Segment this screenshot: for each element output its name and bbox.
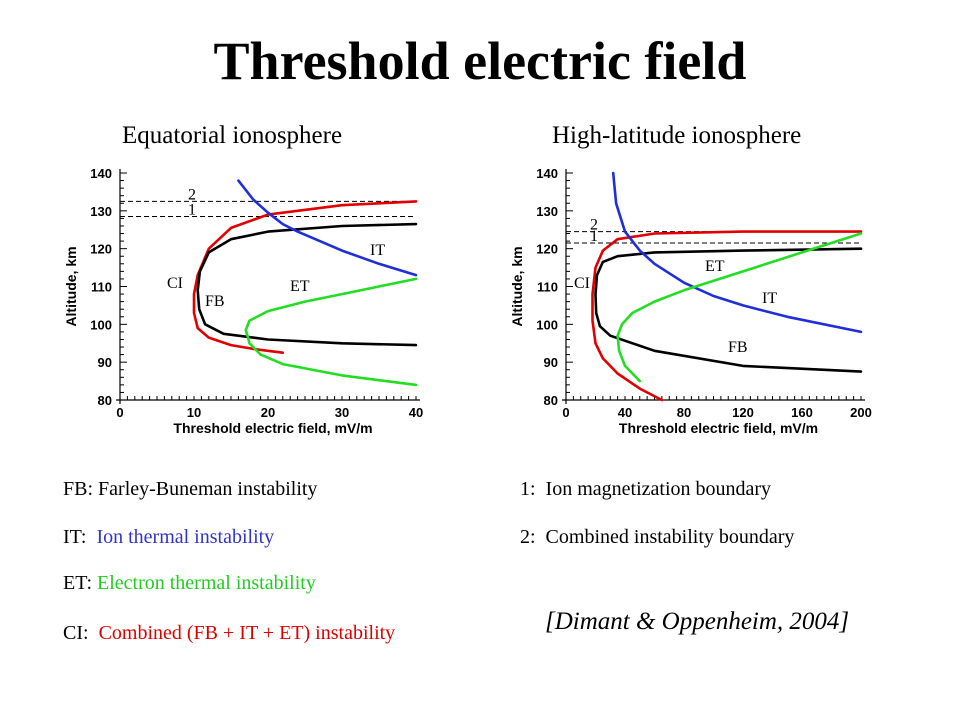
y-tick-label: 140 (90, 166, 112, 181)
series-it-curve (611, 171, 863, 334)
page-title: Threshold electric field (213, 31, 747, 91)
y-tick-label: 90 (98, 355, 112, 370)
boundary-label-2: 2 (188, 186, 196, 203)
y-tick-label: 100 (536, 317, 558, 332)
legend-et-text: Electron thermal instability (92, 572, 316, 594)
x-tick-label: 40 (409, 405, 423, 420)
y-tick-label: 90 (544, 355, 558, 370)
y-axis-label: Altitude, km (509, 246, 525, 326)
x-tick-label: 40 (618, 405, 632, 420)
boundary-label-2: 2 (590, 217, 598, 234)
y-tick-label: 120 (90, 242, 112, 257)
chart-1: 80 90 100 110 120 130 140 0 10 20 30 40 Threshold el… (63, 166, 423, 436)
legend-ci-text: Combined (FB + IT + ET) instability (88, 622, 396, 644)
series-ci-label: CI (574, 275, 590, 292)
legend-boundary-2: 2: Combined instability boundary (520, 526, 795, 548)
series-fb-label: FB (728, 339, 748, 356)
y-tick-label: 80 (544, 393, 558, 408)
citation: [Dimant & Oppenheim, 2004] (545, 608, 850, 635)
legend-ci: CI: Combined (FB + IT + ET) instability (63, 622, 395, 645)
y-tick-label: 120 (536, 242, 558, 257)
series-ci-label: CI (167, 275, 183, 292)
legend-fb-text: Farley-Buneman instability (93, 478, 318, 500)
series-et-label: ET (290, 278, 310, 295)
right-chart-title: High-latitude ionosphere (552, 122, 802, 149)
x-axis-label: Threshold electric field, mV/m (619, 420, 818, 436)
y-tick-label: 130 (536, 204, 558, 219)
series-it-label: IT (762, 290, 777, 307)
series-it-curve (237, 179, 418, 277)
series-et-curve (244, 277, 418, 387)
series-et-label: ET (705, 258, 725, 275)
legend-fb: FB: Farley-Buneman instability (63, 478, 317, 501)
y-tick-label: 110 (91, 280, 112, 295)
chart-2: 80 90 100 110 120 130 140 0 40 80 120 160 200 Thresho… (509, 166, 872, 436)
x-tick-label: 20 (261, 405, 275, 420)
boundary-label-1: 1 (188, 202, 196, 219)
x-tick-label: 120 (732, 405, 754, 420)
x-tick-label: 0 (116, 405, 123, 420)
y-tick-label: 140 (536, 166, 558, 181)
x-axis-label: Threshold electric field, mV/m (173, 420, 372, 436)
y-tick-label: 110 (537, 280, 558, 295)
series-ci-curve (591, 230, 863, 402)
series-it-label: IT (370, 242, 385, 259)
y-axis-label: Altitude, km (63, 246, 79, 326)
legend-fb-prefix: FB: (63, 478, 94, 500)
series-fb-curve (196, 222, 418, 347)
x-tick-label: 30 (335, 405, 349, 420)
x-tick-label: 200 (850, 405, 872, 420)
series-et-curve (616, 232, 863, 383)
legend-boundary-1: 1: Ion magnetization boundary (520, 478, 772, 500)
series-ci-curve (192, 200, 418, 355)
series-fb-label: FB (205, 293, 225, 310)
x-tick-label: 80 (677, 405, 691, 420)
x-tick-label: 10 (187, 405, 201, 420)
boundary-label-1: 1 (590, 228, 598, 245)
legend-et-prefix: ET: (63, 572, 92, 594)
legend-et: ET: Electron thermal instability (63, 572, 316, 595)
y-tick-label: 100 (90, 317, 112, 332)
x-tick-label: 0 (562, 405, 569, 420)
y-tick-label: 80 (98, 393, 112, 408)
legend-it-text: Ion thermal instability (86, 526, 275, 548)
legend-it: IT: Ion thermal instability (63, 526, 274, 549)
legend-it-prefix: IT: (63, 526, 87, 548)
x-tick-label: 160 (791, 405, 813, 420)
left-chart-title: Equatorial ionosphere (122, 122, 343, 149)
y-tick-label: 130 (90, 204, 112, 219)
series-fb-curve (594, 247, 863, 373)
legend-ci-prefix: CI: (63, 622, 89, 644)
